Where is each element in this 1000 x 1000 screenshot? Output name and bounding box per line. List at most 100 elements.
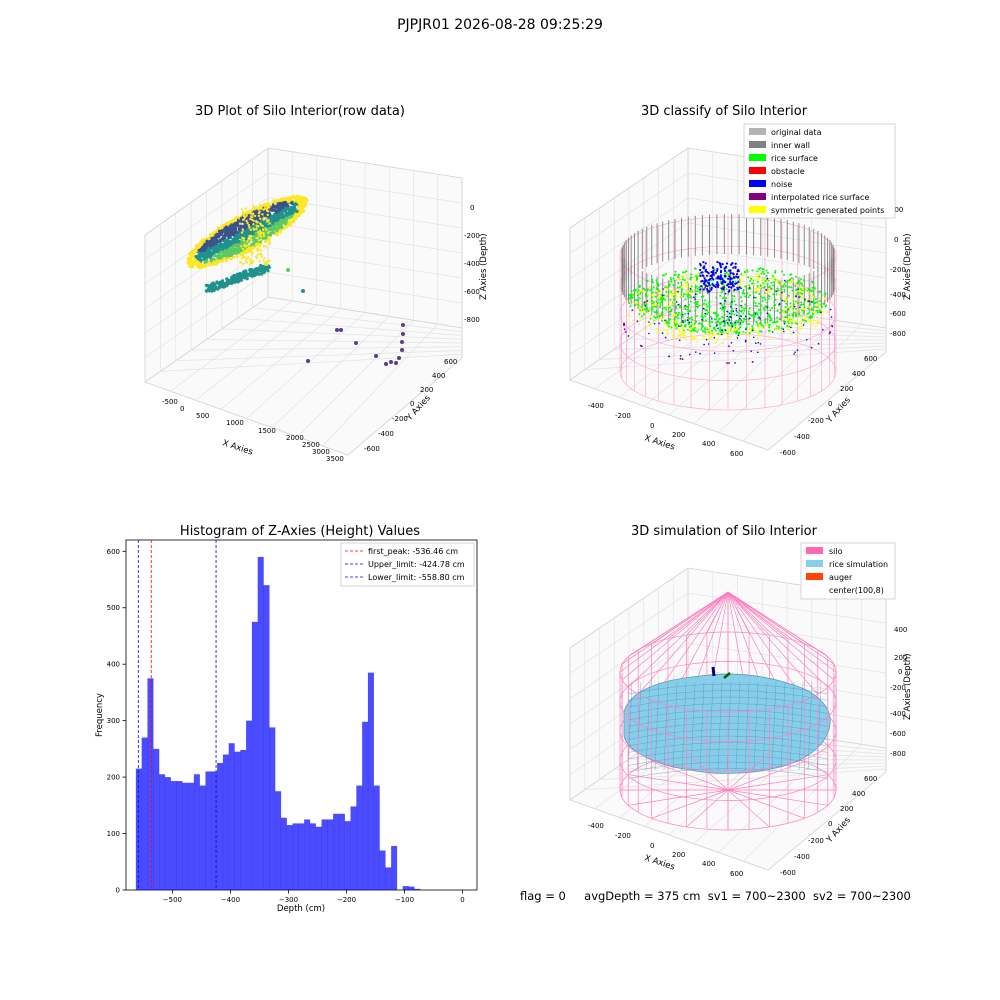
hist-bar <box>402 886 409 890</box>
hist-bar <box>217 762 224 890</box>
hist-bar <box>240 750 247 890</box>
hist-bar <box>176 781 183 890</box>
raw-x-ticks: -500 0 500 1000 1500 2000 2500 3000 3500 <box>162 398 344 463</box>
status-footer: flag = 0 avgDepth = 375 cm sv1 = 700~230… <box>520 889 990 903</box>
legend-label: auger <box>829 573 853 582</box>
legend-label: inner wall <box>771 141 810 150</box>
hist-bar <box>298 823 305 890</box>
hist-bar <box>367 672 374 890</box>
legend-label: first_peak: -536.46 cm <box>368 547 458 556</box>
hist-bar <box>153 748 160 890</box>
hist-bar <box>286 825 293 890</box>
z-tick: -400 <box>890 710 906 718</box>
z-tick: 200 <box>894 654 907 662</box>
panel-raw-3d: -500 0 500 1000 1500 2000 2500 3000 3500… <box>144 147 489 463</box>
surface-mesh-line <box>654 681 660 771</box>
legend-swatch <box>749 193 766 200</box>
y-tick: -600 <box>780 869 796 877</box>
y-tick: 200 <box>840 805 853 813</box>
sim-auger <box>711 666 731 679</box>
surface-mesh-line <box>708 681 714 771</box>
x-tick-label: −100 <box>395 896 414 904</box>
z-tick: -400 <box>890 291 906 299</box>
hist-bar <box>315 826 322 890</box>
panel-histogram: −500 −400 −300 −200 −100 0 0 100 200 300 400 500 600… <box>95 539 478 914</box>
z-tick: -200 <box>890 684 906 692</box>
y-tick: 0 <box>828 820 832 828</box>
y-tick: 0 <box>410 400 414 408</box>
hist-bar <box>414 888 421 890</box>
raw-z-ticks: 0 -200 -400 -600 -800 <box>464 204 480 324</box>
legend-swatch <box>749 206 766 213</box>
x-tick: 2500 <box>302 441 320 449</box>
surface-mesh-line <box>744 681 750 771</box>
surface-mesh-line <box>690 681 696 771</box>
surface-mesh-line <box>780 681 786 771</box>
hist-bar <box>280 817 287 890</box>
hist-bar <box>263 585 270 890</box>
classify-3d-title: 3D classify of Silo Interior <box>640 104 808 119</box>
hist-bar <box>333 813 340 890</box>
legend-swatch <box>806 560 823 567</box>
simulation-3d-title: 3D simulation of Silo Interior <box>631 524 817 539</box>
hist-bar <box>251 621 258 890</box>
x-tick-label: −300 <box>279 896 298 904</box>
hist-bar <box>182 782 189 890</box>
z-tick: 200 <box>890 206 903 214</box>
z-tick: 0 <box>470 204 474 212</box>
legend-swatch <box>806 547 823 554</box>
hist-bar <box>350 806 357 890</box>
histogram-title: Histogram of Z-Axies (Height) Values <box>179 524 421 539</box>
sim-y-ticks: -600 -400 -200 0 200 400 600 <box>780 775 877 877</box>
hist-bar <box>135 768 142 890</box>
hist-bar <box>362 721 369 890</box>
raw-3d-title: 3D Plot of Silo Interior(row data) <box>195 104 405 119</box>
y-tick-label: 300 <box>107 717 120 725</box>
z-tick: 0 <box>898 668 902 676</box>
x-tick: 600 <box>730 870 743 878</box>
surface-mesh-line <box>789 681 795 771</box>
hist-bar <box>321 819 328 890</box>
hist-bar <box>385 867 392 890</box>
legend-label: rice surface <box>771 154 818 163</box>
y-tick: -200 <box>392 415 408 423</box>
x-tick: -400 <box>588 822 604 830</box>
legend-label: Upper_limit: -424.78 cm <box>368 560 465 569</box>
legend-label: obstacle <box>771 167 805 176</box>
y-tick-label: 500 <box>107 604 120 612</box>
x-tick: 0 <box>650 842 654 850</box>
hist-bar <box>257 556 264 890</box>
surface-mesh-line <box>636 681 642 771</box>
y-tick: 600 <box>864 775 877 783</box>
surface-mesh-line <box>681 681 687 771</box>
surface-mesh-line <box>663 681 669 771</box>
surface-mesh-line <box>627 696 829 708</box>
legend-label: silo <box>829 547 843 556</box>
raw-y-ticks: -600 -400 -200 0 200 400 600 <box>364 358 457 453</box>
hist-bar <box>408 886 415 890</box>
x-tick: 2000 <box>286 434 304 442</box>
legend-swatch <box>749 128 766 135</box>
x-tick: 400 <box>702 440 715 448</box>
figure-suptitle: PJPJR01 2026-08-28 09:25:29 <box>397 17 603 33</box>
sim-z-label: Z Axies (Depth) <box>903 653 913 720</box>
y-tick: 200 <box>420 386 433 394</box>
legend-label: symmetric generated points <box>771 206 884 215</box>
footer-sv1: sv1 = 700~2300 <box>707 889 806 903</box>
surface-mesh-line <box>645 681 651 771</box>
legend-label: original data <box>771 128 822 137</box>
legend-label: Lower_limit: -558.80 cm <box>368 573 465 582</box>
panel-classify-3d: -400 -200 0 200 400 600 X Axies -600 -40… <box>569 123 913 458</box>
z-tick: -200 <box>890 266 906 274</box>
legend-swatch <box>806 573 823 580</box>
hist-bar <box>344 821 351 890</box>
surface-mesh-line <box>717 681 723 771</box>
hist-bar <box>164 777 171 890</box>
panel-simulation-3d: -400 -200 0 200 400 600 X Axies -600 -40… <box>569 542 913 878</box>
hist-bar <box>309 823 316 890</box>
hist-bar <box>234 751 241 890</box>
classify-x-ticks: -400 -200 0 200 400 600 <box>588 402 743 458</box>
y-tick: 200 <box>840 385 853 393</box>
z-tick: 0 <box>894 236 898 244</box>
